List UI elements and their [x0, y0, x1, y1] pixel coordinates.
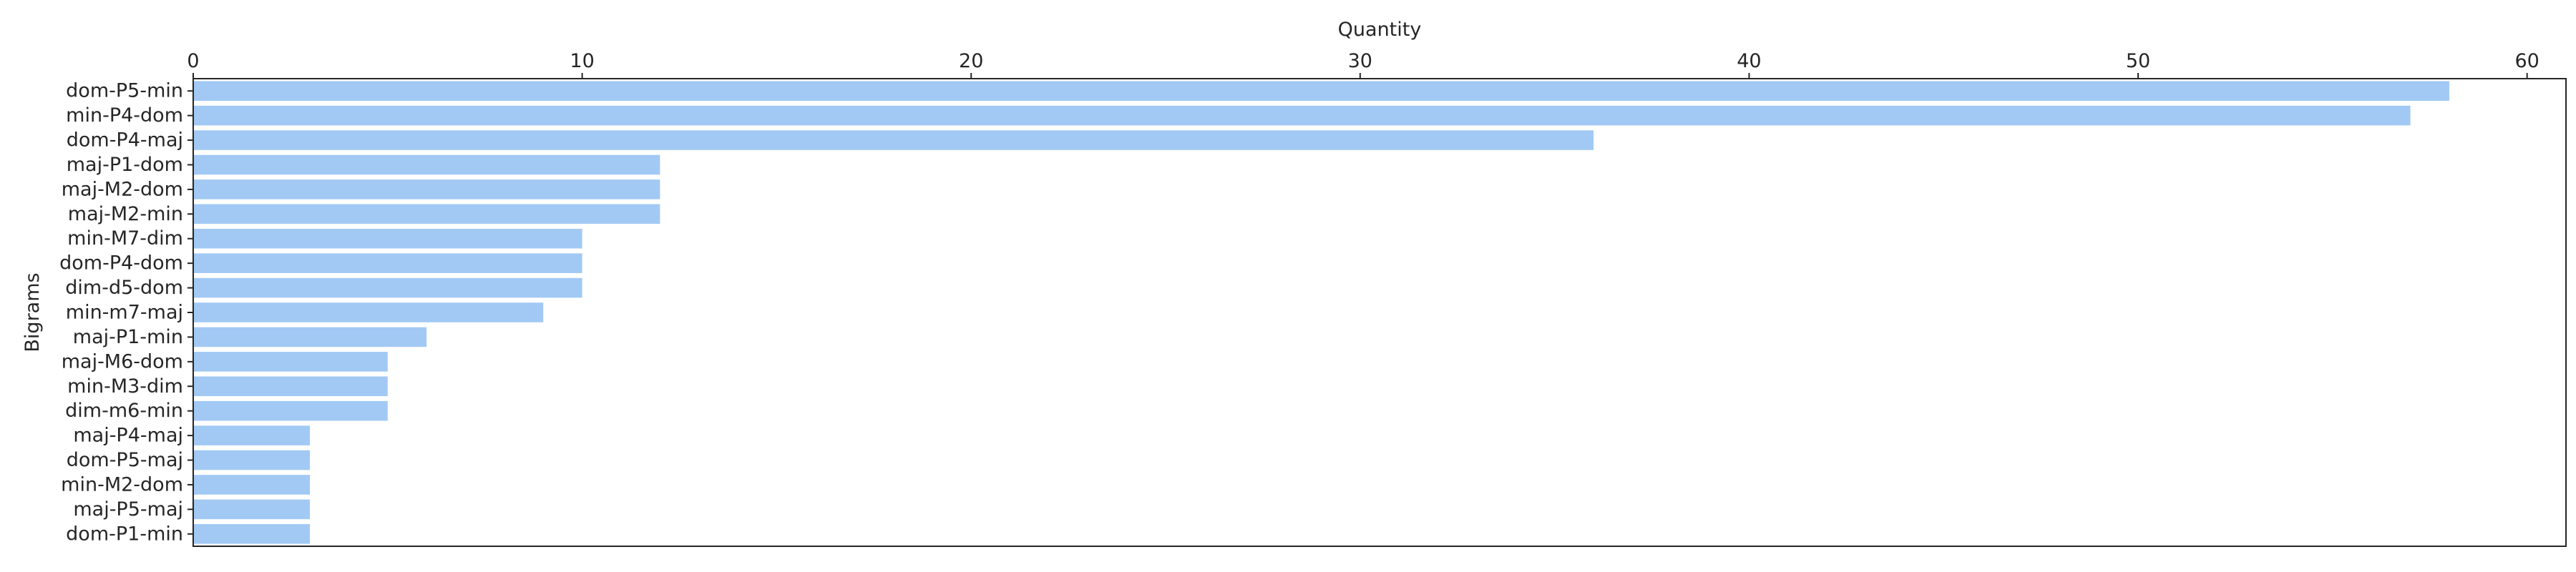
y-tick-label: dim-m6-min — [65, 400, 183, 422]
y-axis-label: Bigrams — [21, 272, 44, 352]
axes-layer: dom-P5-minmin-P4-domdom-P4-majmaj-P1-dom… — [59, 50, 2567, 547]
bar-dom-P1-min — [193, 524, 311, 544]
y-tick-label: dim-d5-dom — [65, 277, 183, 299]
y-tick-label: maj-P1-min — [73, 326, 183, 348]
bar-min-M3-dim — [193, 376, 388, 397]
x-tick-label: 20 — [959, 50, 983, 72]
bar-dom-P4-maj — [193, 130, 1594, 150]
x-tick-label: 40 — [1737, 50, 1761, 72]
y-tick-label: dom-P5-min — [66, 80, 183, 102]
x-tick-label: 60 — [2514, 50, 2539, 72]
x-tick-label: 50 — [2126, 50, 2150, 72]
x-tick-label: 10 — [570, 50, 594, 72]
y-tick-label: maj-P4-maj — [73, 425, 183, 447]
y-tick-label: maj-M6-dom — [62, 350, 183, 373]
y-tick-label: maj-P1-dom — [67, 154, 183, 176]
y-tick-label: maj-P5-maj — [73, 498, 183, 521]
y-tick-label: dom-P1-min — [66, 523, 183, 545]
x-tick-label: 30 — [1348, 50, 1372, 72]
y-tick-label: dom-P4-dom — [59, 252, 183, 275]
y-tick-label: min-M2-dom — [61, 473, 183, 495]
y-tick-label: dom-P4-maj — [67, 129, 183, 152]
bar-dom-P5-min — [193, 81, 2449, 101]
bar-maj-P1-dom — [193, 154, 660, 175]
bar-maj-P1-min — [193, 327, 427, 347]
bar-min-M2-dom — [193, 475, 311, 495]
y-tick-label: min-M7-dim — [67, 227, 183, 250]
x-axis-label: Quantity — [1338, 19, 1422, 41]
bar-min-m7-maj — [193, 302, 544, 322]
bar-dim-d5-dom — [193, 277, 582, 298]
bar-min-M7-dim — [193, 228, 582, 249]
bars-layer — [193, 81, 2449, 544]
y-tick-label: dom-P5-maj — [67, 449, 183, 471]
bar-maj-M6-dom — [193, 352, 388, 372]
y-tick-label: min-P4-dom — [66, 104, 183, 127]
bar-dom-P4-dom — [193, 253, 582, 273]
bar-min-P4-dom — [193, 105, 2411, 126]
bar-maj-P4-maj — [193, 425, 311, 445]
bar-maj-P5-maj — [193, 499, 311, 520]
plot-frame — [192, 78, 2567, 547]
bar-dom-P5-maj — [193, 450, 311, 470]
bar-dim-m6-min — [193, 400, 388, 421]
y-tick-label: min-M3-dim — [67, 375, 183, 398]
y-tick-label: maj-M2-dom — [62, 178, 183, 200]
x-tick-label: 0 — [187, 50, 199, 72]
y-tick-label: min-m7-maj — [66, 302, 183, 324]
bar-maj-M2-dom — [193, 179, 660, 199]
bar-maj-M2-min — [193, 204, 660, 225]
y-tick-label: maj-M2-min — [68, 203, 183, 225]
